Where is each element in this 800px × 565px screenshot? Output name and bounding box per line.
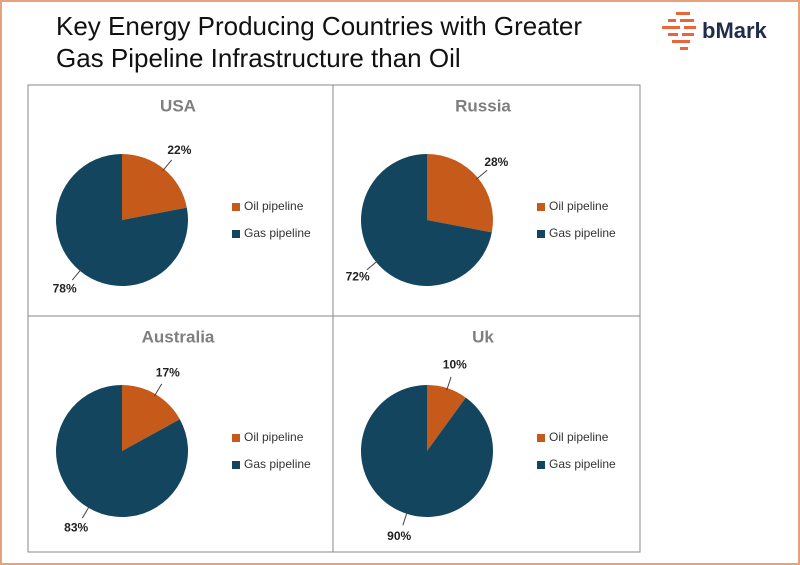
legend-swatch bbox=[537, 434, 545, 442]
legend-swatch bbox=[537, 203, 545, 211]
chart-title: Australia bbox=[142, 327, 215, 346]
chart-title: USA bbox=[160, 96, 196, 115]
data-label: 17% bbox=[156, 366, 180, 380]
leader-line bbox=[446, 376, 452, 391]
legend-label: Oil pipeline bbox=[549, 199, 609, 213]
data-label: 10% bbox=[443, 358, 467, 372]
chart-title: Russia bbox=[455, 96, 511, 115]
legend-label: Gas pipeline bbox=[549, 226, 616, 240]
pie-slice bbox=[427, 385, 466, 451]
pie-slice bbox=[122, 385, 180, 451]
legend-swatch bbox=[232, 203, 240, 211]
legend-swatch bbox=[232, 434, 240, 442]
data-label: 78% bbox=[53, 282, 77, 296]
logo-text: bMark bbox=[702, 18, 768, 43]
leader-line bbox=[475, 169, 488, 180]
legend-label: Oil pipeline bbox=[244, 430, 304, 444]
data-label: 83% bbox=[64, 521, 88, 535]
pie-slice bbox=[122, 154, 187, 220]
data-label: 28% bbox=[484, 155, 508, 169]
pie-slice bbox=[360, 154, 492, 286]
leader-line bbox=[366, 260, 379, 271]
legend-label: Oil pipeline bbox=[244, 199, 304, 213]
leader-line bbox=[154, 383, 163, 397]
leader-line bbox=[162, 159, 173, 172]
slide-title: Key Energy Producing Countries with Grea… bbox=[56, 11, 583, 73]
pie-slice bbox=[361, 385, 493, 517]
legend-swatch bbox=[232, 230, 240, 238]
panel-grid bbox=[27, 84, 641, 553]
legend-label: Gas pipeline bbox=[244, 457, 311, 471]
pie-slice bbox=[427, 154, 493, 233]
pie-slice bbox=[56, 154, 189, 286]
data-label: 22% bbox=[167, 143, 191, 157]
legend-label: Gas pipeline bbox=[549, 457, 616, 471]
chart-title: Uk bbox=[472, 327, 494, 346]
legend-swatch bbox=[537, 461, 545, 469]
leader-line bbox=[81, 505, 90, 519]
leader-line bbox=[71, 268, 82, 281]
logo-icon bbox=[662, 12, 696, 50]
legend-label: Oil pipeline bbox=[549, 430, 609, 444]
pie-slice bbox=[56, 385, 189, 518]
legend-label: Gas pipeline bbox=[244, 226, 311, 240]
data-label: 72% bbox=[346, 270, 370, 284]
data-label: 90% bbox=[387, 529, 411, 543]
legend-swatch bbox=[232, 461, 240, 469]
legend-swatch bbox=[537, 230, 545, 238]
leader-line bbox=[402, 511, 408, 526]
